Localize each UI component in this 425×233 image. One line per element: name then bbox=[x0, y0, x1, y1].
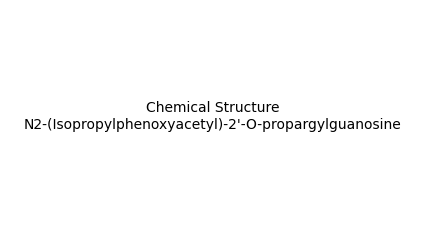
Text: Chemical Structure
N2-(Isopropylphenoxyacetyl)-2'-O-propargylguanosine: Chemical Structure N2-(Isopropylphenoxya… bbox=[24, 101, 401, 132]
